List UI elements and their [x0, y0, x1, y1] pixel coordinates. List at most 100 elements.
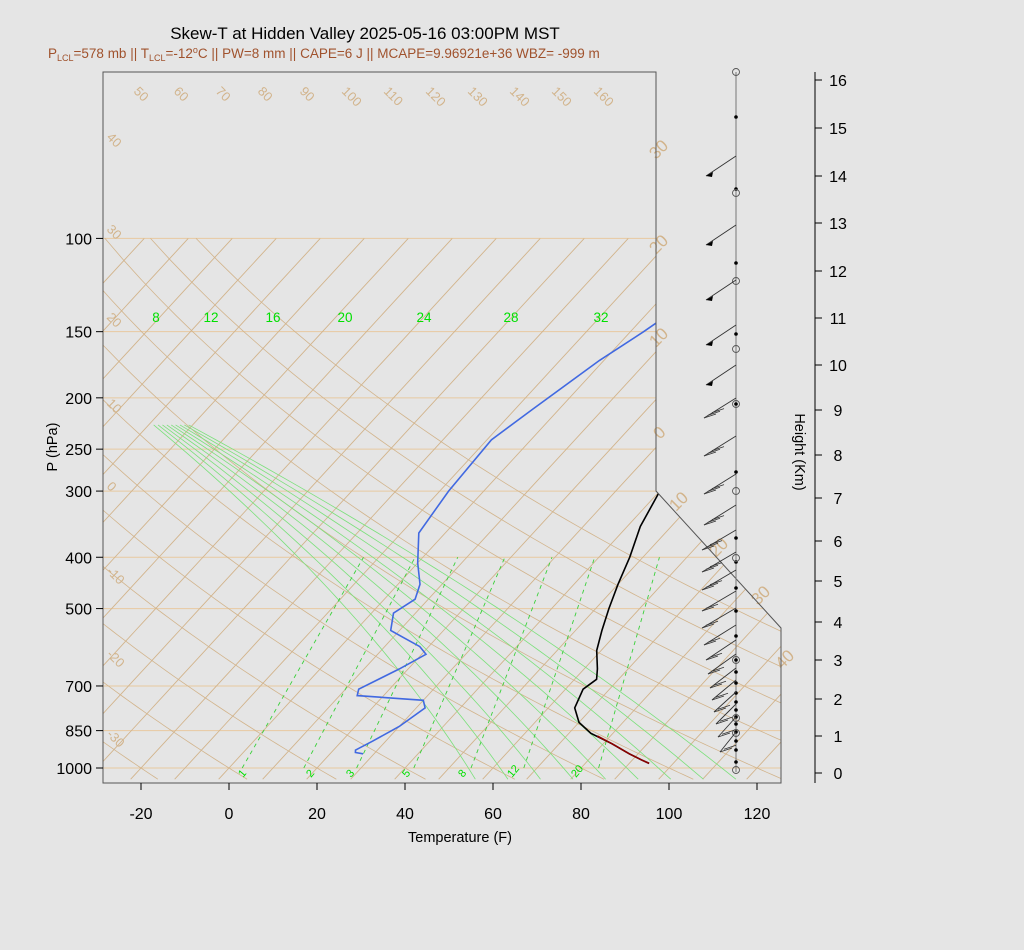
moist-adiabat-label: 24: [416, 310, 432, 325]
wind-barb-tick: [709, 652, 723, 658]
tlcl-deg: o: [193, 45, 198, 55]
wind-barb-shaft: [717, 716, 737, 738]
wind-barb-tick: [703, 640, 717, 646]
isotherm-line: [702, 238, 781, 780]
isotherm-label: 110: [381, 84, 406, 109]
dry-adiabat-line: [103, 238, 426, 780]
wind-level-dot: [734, 700, 738, 704]
isotherm-line: [658, 238, 781, 780]
isotherm-line: [923, 238, 1024, 779]
height-tick-label: 13: [829, 216, 847, 233]
isotherm-label: 130: [465, 84, 491, 110]
isotherm-label: 10: [665, 488, 692, 515]
height-tick-label: 5: [834, 574, 843, 591]
wind-level-dot: [734, 332, 738, 336]
height-tick-label: 8: [834, 448, 843, 465]
wind-level-dot: [734, 739, 738, 743]
isotherm-label: 20: [645, 231, 672, 258]
x-axis-label: Temperature (F): [408, 830, 512, 846]
y-axis: 100 150 200 250 300 400 500 700 850 1000: [56, 231, 103, 778]
calm-wind-circle: [732, 554, 740, 562]
chart-title: Skew-T at Hidden Valley 2025-05-16 03:00…: [170, 24, 560, 43]
wind-barb-tick: [705, 620, 719, 626]
dry-adiabat-line: [103, 238, 781, 780]
wind-barb-tick: [707, 448, 721, 454]
isotherm-line: [0, 238, 12, 779]
height-tick-label: 9: [834, 403, 843, 420]
calm-wind-circle: [732, 189, 740, 197]
height-tick-label: 2: [834, 692, 843, 709]
wind-barb-tick: [717, 704, 731, 710]
wind-barb-tick: [701, 623, 715, 629]
chart-subtitle: PLCL=578 mb || TLCL=-12oC || PW=8 mm || …: [48, 45, 600, 63]
wind-level-dot: [734, 681, 738, 685]
isotherm-label: -30: [104, 727, 128, 751]
wind-level-dot: [734, 115, 738, 119]
y-tick-label: 200: [65, 391, 92, 408]
height-tick-label: 6: [834, 534, 843, 551]
wind-barb-tick: [701, 567, 715, 573]
isotherm-line: [174, 238, 673, 780]
wind-barb-tick: [709, 683, 723, 689]
dry-adiabat-line: [195, 238, 781, 780]
y-tick-label: 500: [65, 602, 92, 619]
x-tick-label: 100: [656, 806, 683, 823]
y-tick-label: 700: [65, 679, 92, 696]
wind-level-dot: [734, 609, 738, 613]
isotherm-line: [103, 238, 541, 780]
calm-wind-circle: [732, 714, 740, 722]
dry-adiabat-line: [103, 238, 159, 780]
wind-level-dot: [734, 402, 738, 406]
x-tick-label: 60: [484, 806, 502, 823]
wind-barb-tick: [703, 489, 717, 495]
isotherm-line: [103, 238, 365, 780]
mixing-ratio-line: [470, 557, 553, 769]
isotherm-line: [879, 238, 1024, 779]
dry-adiabat-line: [103, 238, 248, 780]
wind-barb-tick: [715, 719, 729, 725]
isotherm-label: 70: [213, 84, 234, 105]
wind-barb-tick: [703, 451, 717, 457]
isotherm-label: 30: [645, 136, 672, 163]
y-tick-label: 850: [65, 724, 92, 741]
isotherm-line: [103, 238, 409, 780]
height-tick-label: 0: [834, 766, 843, 783]
isotherm-line: [614, 238, 781, 780]
wind-barb-tick: [713, 680, 727, 686]
wind-barb-tick: [701, 606, 715, 612]
moist-adiabat-line: [188, 424, 737, 780]
isotherm-line: [350, 238, 781, 780]
y-tick-label: 400: [65, 550, 92, 567]
isotherm-line: [103, 238, 453, 780]
isotherm-label: 120: [423, 84, 449, 110]
isotherm-line: [835, 238, 1024, 779]
isotherm-label: 160: [591, 84, 617, 110]
wind-barb-tick: [707, 517, 721, 523]
isotherm-line: [0, 238, 56, 779]
isotherm-line: [0, 238, 100, 779]
height-tick-label: 11: [830, 311, 847, 328]
wind-barb-shaft: [713, 691, 737, 713]
moist-adiabat-line: [184, 424, 704, 780]
moist-adiabat-line: [162, 424, 541, 780]
calm-wind-circle: [732, 487, 740, 495]
wind-barb-tick: [709, 562, 723, 567]
dry-adiabat-line: [104, 238, 781, 780]
plcl-label: P: [48, 46, 57, 61]
wind-barb-tick: [719, 716, 733, 722]
moist-adiabat-label: 28: [503, 310, 518, 325]
wind-barb-tick: [711, 666, 725, 672]
subtitle-rest: C || PW=8 mm || CAPE=6 J || MCAPE=9.9692…: [198, 46, 600, 61]
isotherm-line: [746, 238, 781, 780]
wind-barb-flag: [706, 241, 713, 246]
mixing-ratio-line: [303, 557, 416, 769]
wind-barb-shaft: [709, 667, 737, 689]
moist-adiabat-line: [175, 424, 639, 780]
dry-adiabat-line: [0, 238, 69, 779]
mixing-ratio-label: 3: [344, 768, 357, 780]
plcl-sub: LCL: [57, 53, 74, 63]
wind-barb-flag: [706, 296, 713, 301]
height-tick-label: 1: [834, 729, 843, 746]
y-tick-label: 1000: [56, 761, 92, 778]
